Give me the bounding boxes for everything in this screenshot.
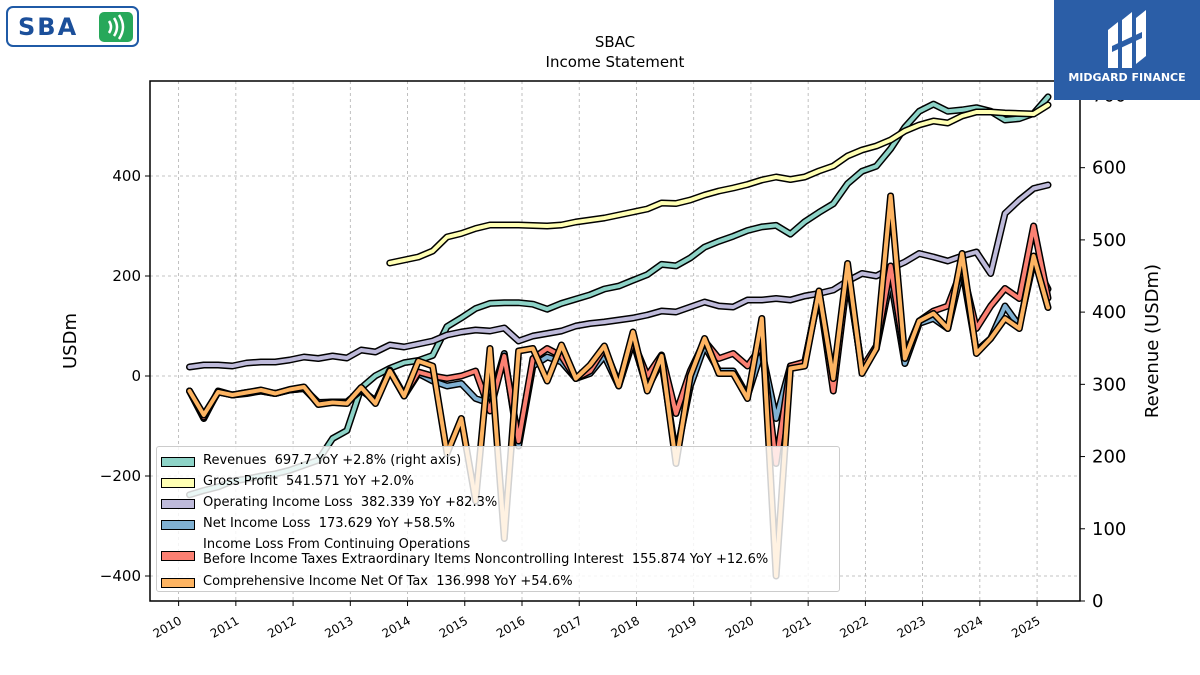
left-axis-label: USDm xyxy=(60,313,81,369)
x-tick-label: 2024 xyxy=(952,613,985,640)
x-tick-label: 2014 xyxy=(380,613,413,640)
x-tick-label: 2023 xyxy=(895,613,928,640)
midgard-mark-icon xyxy=(1108,10,1146,68)
left-tick-label: −200 xyxy=(100,467,141,485)
legend-label: Comprehensive Income Net Of Tax 136.998 … xyxy=(203,574,573,589)
x-tick-label: 2019 xyxy=(666,613,699,640)
sba-logo-text: SBA xyxy=(18,13,79,41)
series-line-2 xyxy=(187,183,1050,369)
legend-label: Net Income Loss 173.629 YoY +58.5% xyxy=(203,516,456,531)
signal-waves-icon xyxy=(99,12,133,42)
legend-swatch xyxy=(161,578,195,588)
legend-swatch xyxy=(161,520,195,530)
series-outline-4 xyxy=(186,222,1052,467)
x-axis: 2010 2011 2012 2013 2014 2015 2016 2017 2018 2019… xyxy=(151,601,1043,641)
x-tick-label: 2015 xyxy=(437,613,470,640)
x-tick-label: 2017 xyxy=(551,613,584,640)
right-tick-label: 200 xyxy=(1092,447,1126,468)
legend-label: Income Loss From Continuing Operations B… xyxy=(203,537,769,567)
left-tick-label: 200 xyxy=(112,267,141,285)
left-axis: −400 −200 0 200 400 xyxy=(100,167,150,585)
right-tick-label: 500 xyxy=(1092,230,1126,251)
legend-label: Revenues 697.7 YoY +2.8% (right axis) xyxy=(203,453,462,468)
legend-label: Gross Profit 541.571 YoY +2.0% xyxy=(203,474,414,489)
x-tick-label: 2012 xyxy=(265,613,298,640)
right-axis-label: Revenue (USDm) xyxy=(1142,264,1163,418)
legend-swatch xyxy=(161,551,195,561)
series-line-1 xyxy=(387,103,1050,265)
series-line-5 xyxy=(187,194,1050,578)
legend: Revenues 697.7 YoY +2.8% (right axis) Gro… xyxy=(156,446,840,592)
x-tick-label: 2021 xyxy=(780,613,813,640)
sba-logo: SBA xyxy=(6,6,139,47)
series-layer xyxy=(186,93,1052,580)
chart-subtitle: Income Statement xyxy=(546,53,685,71)
x-tick-label: 2018 xyxy=(609,613,642,640)
x-tick-label: 2025 xyxy=(1009,613,1042,640)
legend-swatch xyxy=(161,499,195,509)
right-axis: 0100200300400500600700 xyxy=(1080,85,1126,612)
right-tick-label: 0 xyxy=(1092,591,1103,612)
right-tick-label: 300 xyxy=(1092,374,1126,395)
series-line-4 xyxy=(187,224,1050,466)
midgard-finance-logo: MIDGARD FINANCE xyxy=(1054,0,1200,100)
series-outline-0 xyxy=(186,93,1052,499)
right-tick-label: 600 xyxy=(1092,158,1126,179)
plot-frame xyxy=(149,80,1081,602)
x-tick-label: 2020 xyxy=(723,613,756,640)
legend-label: Operating Income Loss 382.339 YoY +82.3% xyxy=(203,495,498,510)
x-tick-label: 2022 xyxy=(837,613,870,640)
midgard-finance-text: MIDGARD FINANCE xyxy=(1068,71,1186,84)
x-tick-label: 2013 xyxy=(322,613,355,640)
series-line-0 xyxy=(187,94,1050,497)
legend-swatch xyxy=(161,478,195,488)
x-tick-label: 2011 xyxy=(208,613,241,640)
right-tick-label: 100 xyxy=(1092,519,1126,540)
left-tick-label: 0 xyxy=(131,367,141,385)
legend-swatch xyxy=(161,457,195,467)
left-tick-label: 400 xyxy=(112,167,141,185)
chart-title: SBAC xyxy=(595,33,635,51)
left-tick-label: −400 xyxy=(100,567,141,585)
right-tick-label: 400 xyxy=(1092,302,1126,323)
x-tick-label: 2016 xyxy=(494,613,527,640)
x-tick-label: 2010 xyxy=(151,613,184,640)
